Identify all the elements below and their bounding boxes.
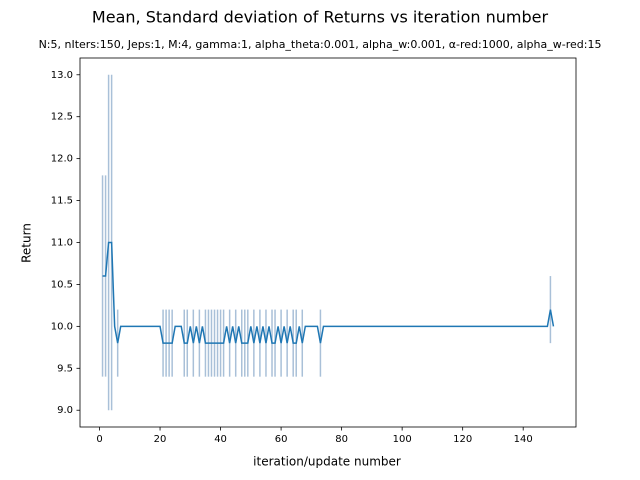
- y-tick-label: 11.5: [51, 196, 73, 207]
- x-tick-label: 0: [96, 434, 102, 445]
- y-tick-label: 12.0: [51, 154, 73, 165]
- x-tick-label: 60: [275, 434, 288, 445]
- y-tick-label: 10.5: [51, 279, 73, 290]
- y-axis-label: Return: [20, 223, 34, 263]
- y-tick-label: 13.0: [51, 70, 73, 81]
- x-tick-label: 20: [154, 434, 167, 445]
- y-tick-label: 12.5: [51, 112, 73, 123]
- y-tick-label: 9.0: [57, 405, 73, 416]
- x-tick-label: 120: [453, 434, 472, 445]
- chart-subtitle: N:5, nIters:150, Jeps:1, M:4, gamma:1, a…: [39, 38, 602, 51]
- x-tick-label: 80: [335, 434, 348, 445]
- x-axis-label: iteration/update number: [253, 455, 401, 469]
- y-tick-label: 9.5: [57, 363, 73, 374]
- chart-title: Mean, Standard deviation of Returns vs i…: [92, 8, 549, 27]
- x-tick-label: 140: [514, 434, 533, 445]
- x-tick-label: 100: [393, 434, 412, 445]
- y-tick-label: 10.0: [51, 321, 73, 332]
- y-tick-label: 11.0: [51, 238, 73, 249]
- mean-line: [102, 241, 555, 344]
- x-tick-label: 40: [214, 434, 227, 445]
